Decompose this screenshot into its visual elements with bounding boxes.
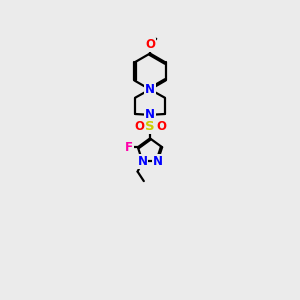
Text: N: N	[152, 155, 163, 168]
Text: S: S	[145, 120, 155, 133]
Text: O: O	[134, 120, 144, 133]
Text: N: N	[145, 83, 155, 96]
Text: O: O	[145, 38, 155, 52]
Text: F: F	[125, 141, 133, 154]
Text: O: O	[156, 120, 166, 133]
Text: N: N	[145, 108, 155, 121]
Text: N: N	[137, 155, 148, 168]
